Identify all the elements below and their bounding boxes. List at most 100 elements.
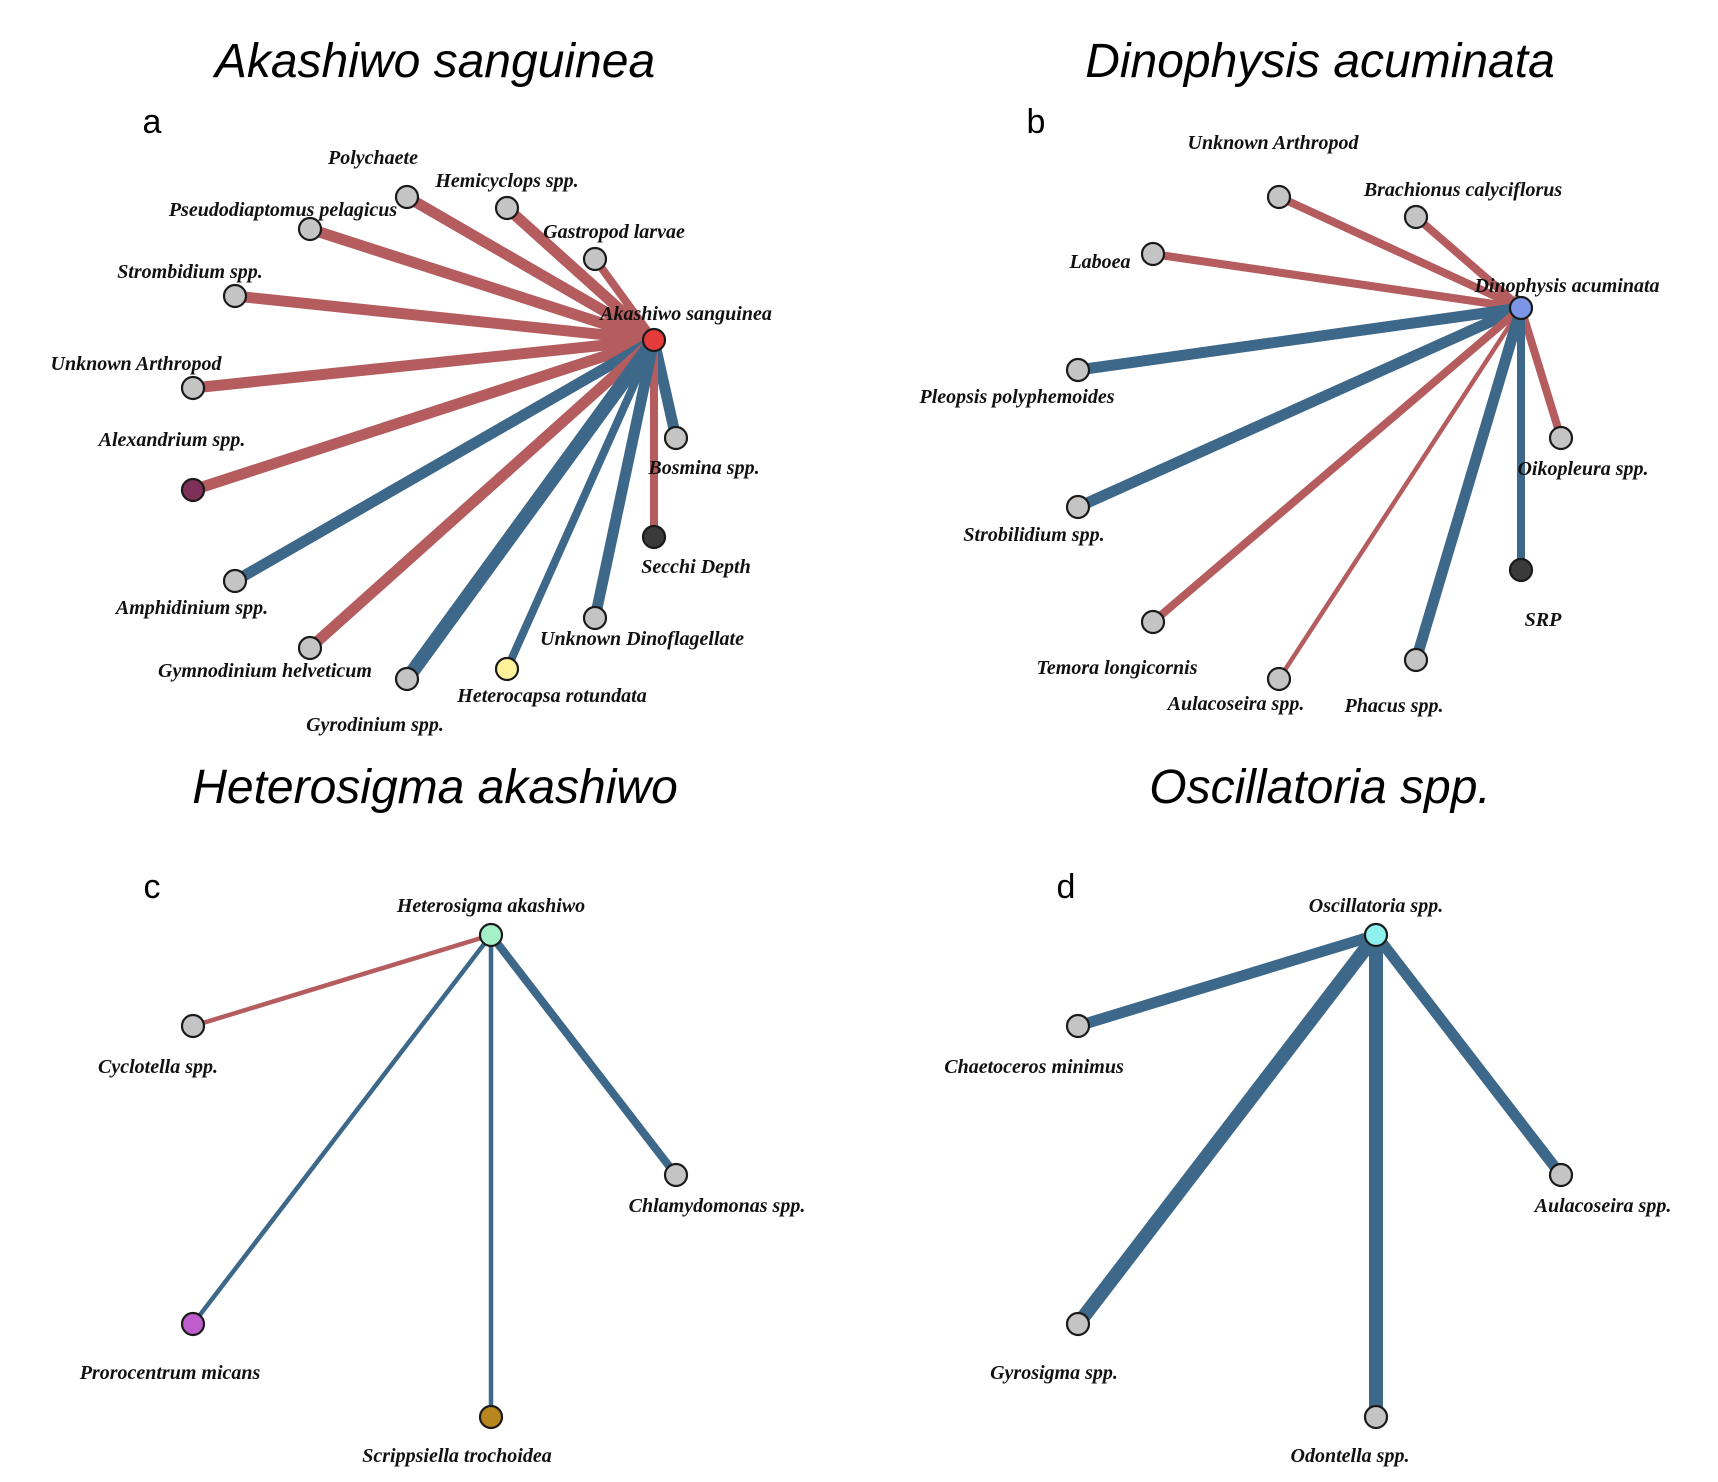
edge-hemicyclops-spp: [503, 203, 658, 345]
node-unknown-dinoflagellate: [582, 605, 608, 631]
node-unknown-arthropod: [180, 375, 206, 401]
edge-cyclotella-spp: [192, 932, 492, 1029]
node-label-heterocapsa-rotundata: Heterocapsa rotundata: [456, 685, 646, 707]
node-srp: [1508, 557, 1534, 583]
nodes-a: Akashiwo sanguinea Polychaete Hemicyclops …: [51, 147, 772, 736]
node-heterocapsa-rotundata: [494, 656, 520, 682]
edge-chlamydomonas-spp: [487, 932, 680, 1178]
node-label-temora-longicornis: Temora longicornis: [1037, 657, 1198, 679]
node-oikopleura-spp: [1548, 425, 1574, 451]
panel-letter-a: a: [143, 103, 162, 141]
node-label-polychaete: Polychaete: [327, 147, 418, 169]
edge-gastropod-larvae: [591, 256, 658, 343]
node-secchi-depth: [641, 524, 667, 550]
edge-brachionus-calyciflorus: [1413, 213, 1524, 312]
node-gastropod-larvae: [582, 246, 608, 272]
node-strobilidium-spp: [1065, 494, 1091, 520]
node-label-akashiwo-sanguinea: Akashiwo sanguinea: [598, 303, 772, 325]
edge-gymnodinium-helveticum: [306, 335, 658, 653]
panel-letter-b: b: [1027, 103, 1046, 141]
node-label-chlamydomonas-spp: Chlamydomonas spp.: [629, 1195, 806, 1217]
node-label-chaetoceros-minimus: Chaetoceros minimus: [944, 1056, 1124, 1078]
node-label-alexandrium-spp: Alexandrium spp.: [97, 429, 246, 451]
node-laboea: [1140, 241, 1166, 267]
panel-d: Oscillatoria spp. d Oscillatoria spp. Chaet…: [944, 761, 1671, 1467]
panel-letter-c: c: [144, 868, 161, 906]
node-gyrodinium-spp: [394, 666, 420, 692]
panel-title-b: Dinophysis acuminata: [1085, 35, 1555, 88]
node-label-aulacoseira-spp: Aulacoseira spp.: [1166, 693, 1305, 715]
edge-unknown-arthropod: [192, 334, 655, 394]
node-label-aulacoseira-spp: Aulacoseira spp.: [1533, 1195, 1672, 1217]
node-label-brachionus-calyciflorus: Brachionus calyciflorus: [1363, 179, 1563, 201]
node-gymnodinium-helveticum: [297, 635, 323, 661]
node-label-pseudodiaptomus-pelagicus: Pseudodiaptomus pelagicus: [168, 199, 398, 221]
node-hemicyclops-spp: [494, 195, 520, 221]
node-alexandrium-spp: [180, 477, 206, 503]
edge-laboea: [1152, 250, 1522, 312]
node-label-scrippsiella-trochoidea: Scrippsiella trochoidea: [362, 1445, 551, 1467]
edge-unknown-arthropod: [1277, 193, 1523, 312]
panel-a: Akashiwo sanguinea a Akashiwo sanguinea Pol…: [51, 35, 772, 736]
edge-pleopsis-polyphemoides: [1077, 302, 1522, 376]
node-temora-longicornis: [1140, 609, 1166, 635]
node-chlamydomonas-spp: [663, 1162, 689, 1188]
node-scrippsiella-trochoidea: [478, 1404, 504, 1430]
edge-prorocentrum-micans: [191, 933, 493, 1326]
node-amphidinium-spp: [222, 568, 248, 594]
node-label-gymnodinium-helveticum: Gymnodinium helveticum: [158, 660, 372, 682]
edge-alexandrium-spp: [191, 334, 656, 496]
node-chaetoceros-minimus: [1065, 1013, 1091, 1039]
edges-c: [191, 932, 680, 1417]
edge-chaetoceros-minimus: [1076, 929, 1378, 1032]
node-phacus-spp: [1403, 647, 1429, 673]
node-dinophysis-acuminata: [1508, 295, 1534, 321]
node-label-heterosigma-akashiwo: Heterosigma akashiwo: [396, 895, 585, 917]
node-heterosigma-akashiwo: [478, 922, 504, 948]
node-label-odontella-spp: Odontella spp.: [1291, 1445, 1410, 1467]
node-label-cyclotella-spp: Cyclotella spp.: [98, 1056, 218, 1078]
node-cyclotella-spp: [180, 1013, 206, 1039]
node-bosmina-spp: [663, 425, 689, 451]
node-pleopsis-polyphemoides: [1065, 357, 1091, 383]
node-label-oikopleura-spp: Oikopleura spp.: [1517, 458, 1648, 480]
node-label-prorocentrum-micans: Prorocentrum micans: [79, 1362, 261, 1384]
node-label-unknown-arthropod: Unknown Arthropod: [51, 353, 223, 375]
edges-a: [191, 192, 682, 684]
node-label-gastropod-larvae: Gastropod larvae: [543, 221, 685, 243]
node-label-gyrosigma-spp: Gyrosigma spp.: [990, 1362, 1118, 1384]
node-label-pleopsis-polyphemoides: Pleopsis polyphemoides: [919, 386, 1115, 408]
node-label-oscillatoria-spp: Oscillatoria spp.: [1309, 895, 1443, 917]
node-label-srp: SRP: [1525, 609, 1562, 631]
node-polychaete: [394, 184, 420, 210]
node-label-amphidinium-spp: Amphidinium spp.: [114, 597, 268, 619]
nodes-b: Dinophysis acuminata Unknown Arthropod Bra…: [919, 132, 1660, 717]
node-label-secchi-depth: Secchi Depth: [641, 556, 750, 578]
node-prorocentrum-micans: [180, 1311, 206, 1337]
edge-polychaete: [404, 192, 657, 345]
node-label-laboea: Laboea: [1068, 251, 1130, 273]
node-pseudodiaptomus-pelagicus: [297, 216, 323, 242]
panel-title-c: Heterosigma akashiwo: [192, 761, 678, 814]
node-label-hemicyclops-spp: Hemicyclops spp.: [434, 170, 578, 192]
nodes-c: Heterosigma akashiwo Cyclotella spp. Chlam…: [79, 895, 806, 1467]
node-gyrosigma-spp: [1065, 1311, 1091, 1337]
node-brachionus-calyciflorus: [1403, 204, 1429, 230]
node-akashiwo-sanguinea: [641, 327, 667, 353]
edge-strombidium-spp: [234, 290, 655, 346]
edges-b: [1075, 193, 1565, 681]
node-strombidium-spp: [222, 283, 248, 309]
edge-phacus-spp: [1410, 306, 1527, 662]
node-label-strobilidium-spp: Strobilidium spp.: [963, 524, 1104, 546]
node-label-phacus-spp: Phacus spp.: [1344, 695, 1444, 717]
edge-oikopleura-spp: [1517, 306, 1565, 440]
panel-title-a: Akashiwo sanguinea: [212, 35, 655, 88]
node-label-dinophysis-acuminata: Dinophysis acuminata: [1473, 275, 1659, 297]
edge-strobilidium-spp: [1075, 302, 1524, 513]
node-oscillatoria-spp: [1363, 922, 1389, 948]
edge-temora-longicornis: [1150, 304, 1524, 626]
panel-letter-d: d: [1057, 868, 1076, 906]
